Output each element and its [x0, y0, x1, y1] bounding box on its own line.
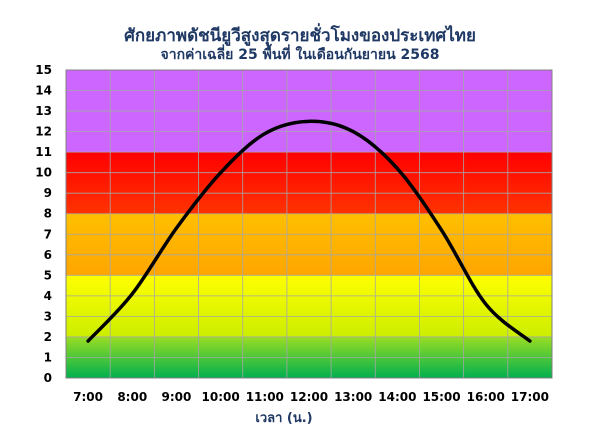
y-tick-label: 1: [44, 350, 52, 364]
y-tick-label: 12: [35, 125, 52, 139]
uv-index-line: [86, 119, 532, 343]
x-tick-label: 9:00: [162, 390, 192, 404]
y-tick-label: 0: [44, 371, 52, 385]
y-tick-label: 3: [44, 309, 52, 323]
x-tick-label: 11:00: [246, 390, 284, 404]
x-tick-label: 16:00: [467, 390, 505, 404]
y-tick-label: 2: [44, 330, 52, 344]
x-tick-label: 10:00: [202, 390, 240, 404]
y-tick-label: 14: [35, 84, 52, 98]
x-tick-label: 12:00: [290, 390, 328, 404]
uv-band: [66, 213, 552, 276]
y-tick-label: 4: [44, 289, 52, 303]
y-tick-label: 13: [35, 104, 52, 118]
y-tick-label: 5: [44, 268, 52, 282]
chart-title: ศักยภาพดัชนียูวีสูงสุดรายชั่วโมงของประเท…: [124, 26, 476, 46]
x-tick-label: 17:00: [511, 390, 549, 404]
x-tick-label: 13:00: [334, 390, 372, 404]
x-tick-label: 14:00: [378, 390, 416, 404]
x-axis-title: เวลา (น.): [255, 411, 312, 426]
plot-border: [65, 69, 553, 379]
x-tick-label: 7:00: [73, 390, 103, 404]
y-tick-label: 6: [44, 248, 52, 262]
uv-band: [66, 152, 552, 214]
y-tick-label: 8: [44, 207, 52, 221]
y-tick-label: 10: [35, 166, 52, 180]
chart-subtitle: จากค่าเฉลี่ย 25 พื้นที่ ในเดือนกันยายน 2…: [160, 47, 440, 63]
uv-band: [66, 275, 552, 337]
x-tick-label: 8:00: [117, 390, 147, 404]
y-tick-label: 15: [35, 63, 52, 77]
y-tick-label: 7: [44, 227, 52, 241]
y-tick-label: 11: [35, 145, 52, 159]
x-tick-label: 15:00: [422, 390, 460, 404]
y-tick-label: 9: [44, 186, 52, 200]
